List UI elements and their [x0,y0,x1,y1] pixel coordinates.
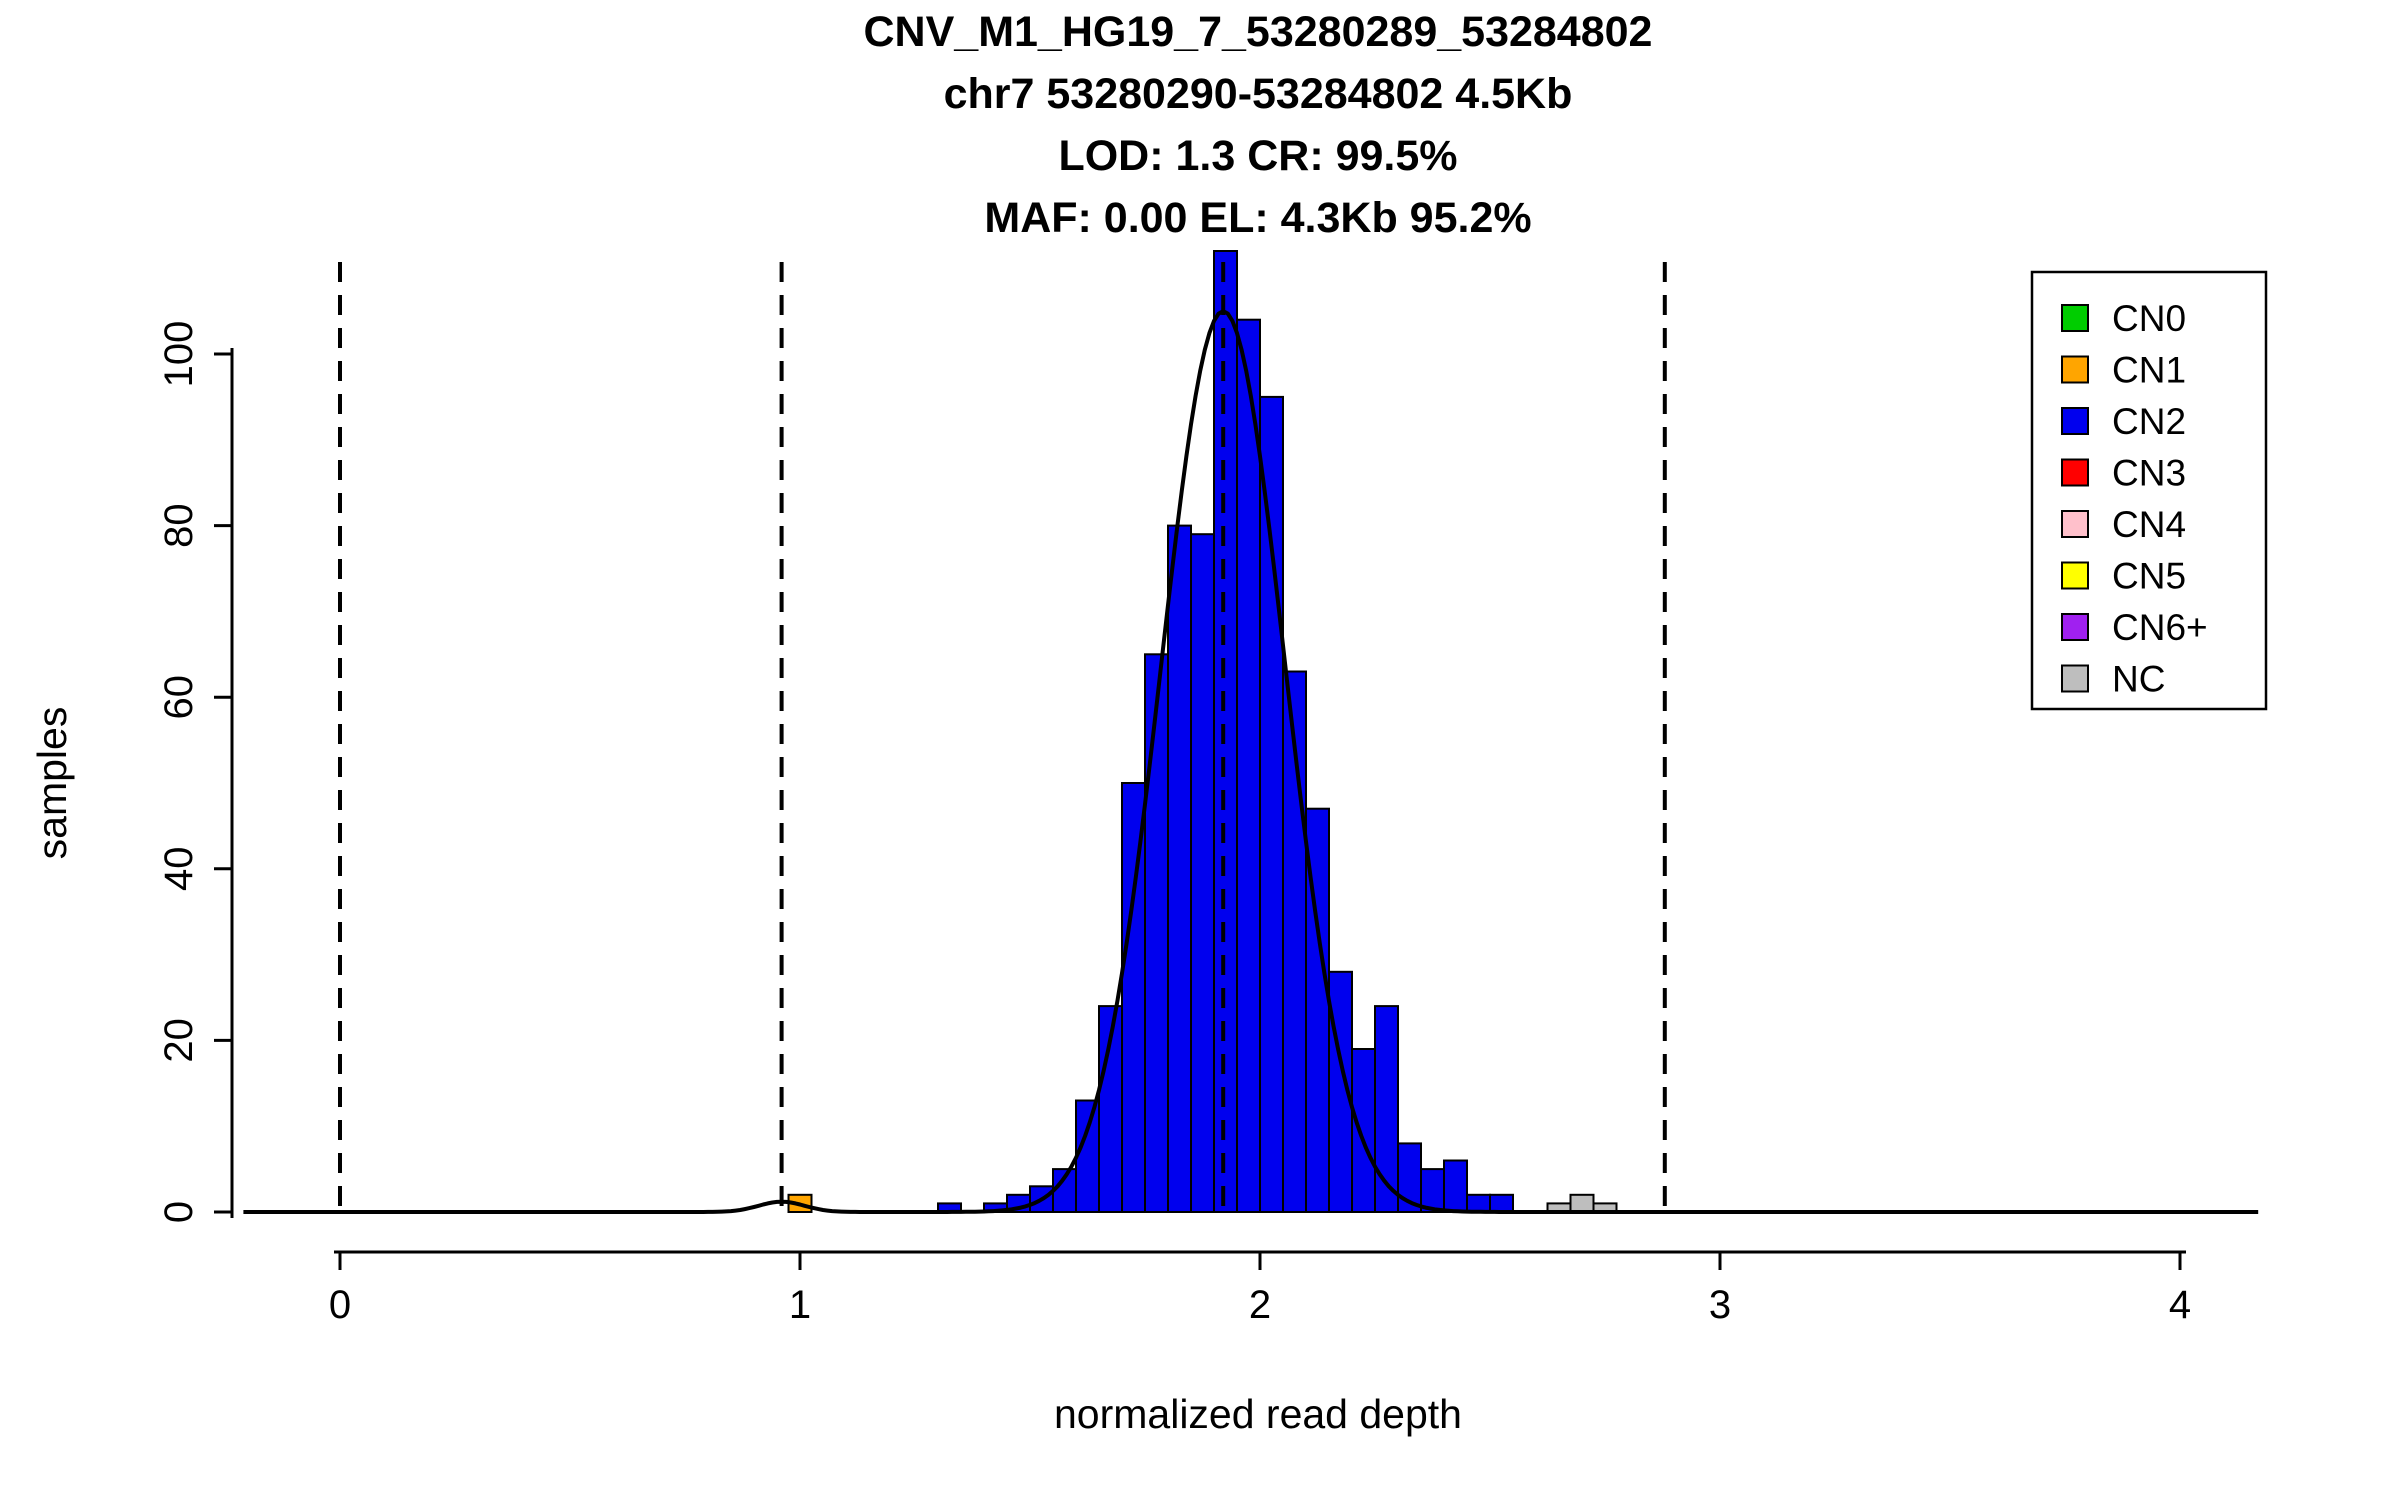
legend-label-cn6plus: CN6+ [2112,607,2208,648]
histogram-bar-cn2 [1374,1005,1399,1213]
legend-label-cn5: CN5 [2112,556,2186,597]
legend-swatch-nc [2061,664,2089,693]
legend-swatch-cn6plus [2061,613,2089,641]
histogram-bar-cn2 [1167,524,1192,1213]
legend-swatch-cn4 [2061,510,2089,538]
title-line-3: LOD: 1.3 CR: 99.5% [1058,132,1457,180]
x-tick-label: 1 [789,1283,811,1327]
y-tick-label: 60 [157,675,201,720]
histogram-bar-cn2 [1351,1048,1376,1213]
histogram-bar-cn2 [1190,533,1215,1213]
legend-label-cn2: CN2 [2112,401,2186,442]
density-curve [243,309,2259,1214]
legend-label-cn1: CN1 [2112,350,2186,391]
histogram-bars-layer [787,250,1618,1214]
y-axis-title: samples [29,707,75,860]
x-tick-label: 4 [2169,1283,2191,1327]
title-line-2: chr7 53280290-53284802 4.5Kb [944,70,1573,118]
histogram-bar-nc [1569,1193,1595,1214]
histogram-bar-cn2 [1236,318,1261,1213]
histogram-bar-cn2 [1213,250,1238,1213]
title-line-4: MAF: 0.00 EL: 4.3Kb 95.2% [984,194,1531,242]
legend-items: CN0 CN1 CN2 CN3 CN4 CN5 CN6+ NC [2061,298,2208,700]
histogram-bar-cn2 [1144,653,1169,1213]
histogram-bar-cn2 [1466,1193,1491,1214]
legend-label-cn3: CN3 [2112,453,2186,494]
x-axis-title: normalized read depth [1054,1391,1462,1437]
legend-label-cn0: CN0 [2112,298,2186,339]
legend-swatch-cn0 [2061,304,2089,332]
ploidy-dashed-lines-layer [338,262,1667,1212]
legend-swatch-cn1 [2061,355,2089,384]
histogram-bar-cn2 [1259,395,1284,1213]
legend: CN0 CN1 CN2 CN3 CN4 CN5 CN6+ NC [2030,270,2268,711]
legend-label-cn4: CN4 [2112,504,2186,545]
y-tick-label: 0 [157,1201,201,1223]
x-tick-label: 3 [1709,1283,1731,1327]
plot-title-block: CNV_M1_HG19_7_53280289_53284802 chr7 532… [864,8,1653,242]
y-tick-label: 100 [157,321,201,388]
legend-swatch-cn3 [2061,458,2089,487]
y-tick-label: 80 [157,503,201,548]
x-tick-label: 2 [1249,1283,1271,1327]
legend-label-nc: NC [2112,659,2165,700]
density-curve-layer [243,309,2259,1214]
histogram-bar-cn2 [1075,1099,1100,1213]
legend-swatch-cn5 [2061,561,2089,590]
y-tick-label: 40 [157,847,201,892]
x-tick-label: 0 [329,1283,351,1327]
legend-swatch-cn2 [2061,407,2089,435]
histogram-bar-cn2 [1489,1193,1514,1214]
histogram-bar-cn2 [1443,1159,1468,1213]
title-line-1: CNV_M1_HG19_7_53280289_53284802 [864,8,1653,56]
y-tick-label: 20 [157,1018,201,1063]
